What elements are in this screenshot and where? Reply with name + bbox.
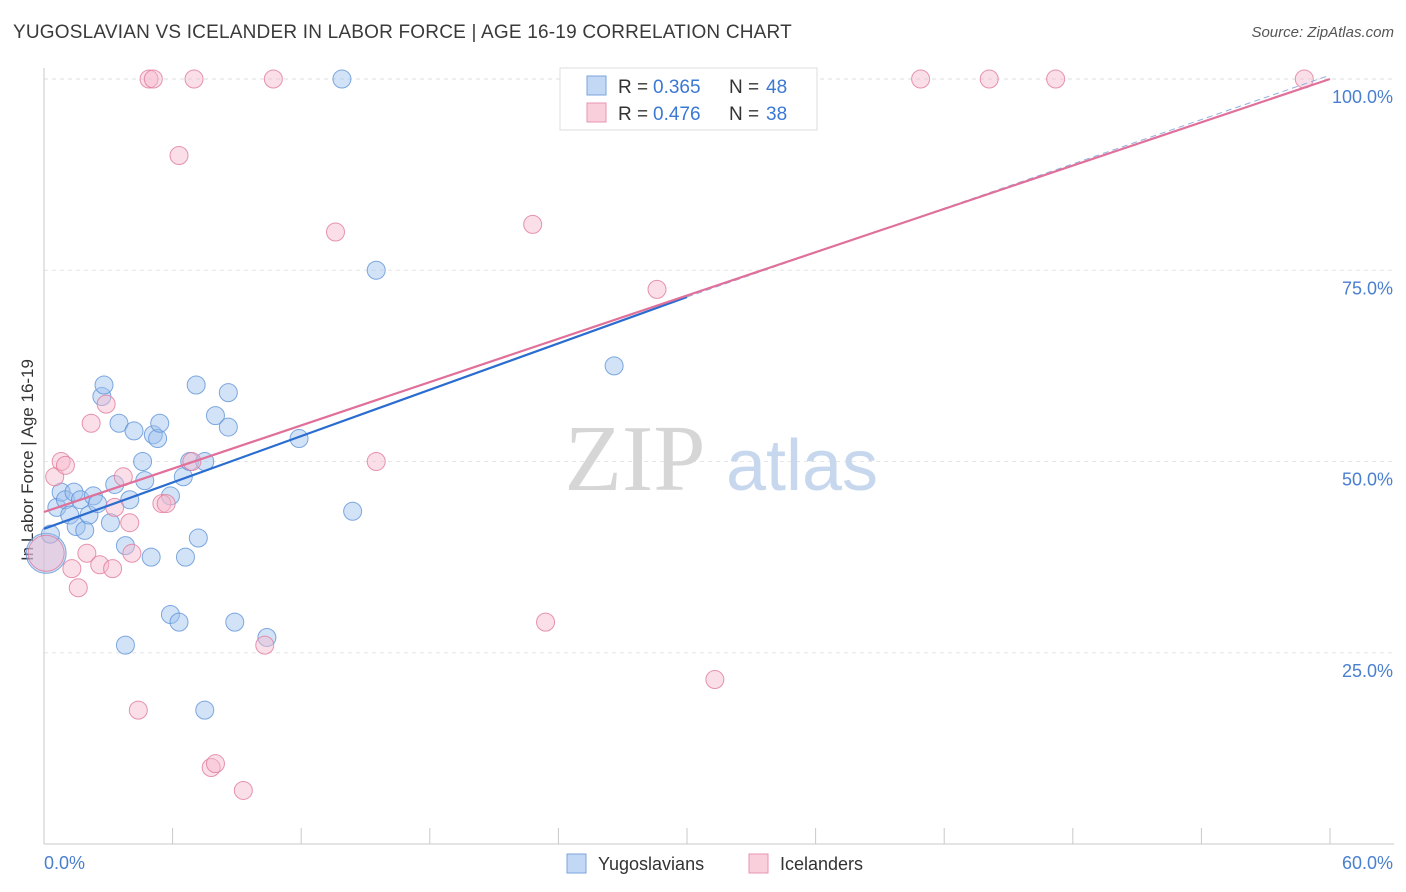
yugoslavian-point — [150, 413, 170, 433]
yugoslavian-point — [366, 260, 386, 280]
yugoslavian-point — [94, 375, 114, 395]
yugoslavian-point — [75, 520, 95, 540]
yugoslavians-trend-line — [43, 295, 688, 530]
yugoslavian-point — [141, 547, 161, 567]
yugoslavian-point — [195, 700, 215, 720]
yugoslavian-point — [343, 501, 363, 521]
yugoslavian-point — [186, 375, 206, 395]
watermark-atlas: atlas — [726, 426, 878, 506]
icelander-point — [103, 559, 123, 579]
yugoslavian-point — [40, 524, 60, 544]
chart-title: YUGOSLAVIAN VS ICELANDER IN LABOR FORCE … — [13, 22, 792, 43]
y-tick-label: 50.0% — [1342, 470, 1393, 490]
icelander-point — [523, 214, 543, 234]
yugoslavian-point — [332, 69, 352, 89]
icelander-point — [325, 222, 345, 242]
yugoslavian-point — [257, 627, 277, 647]
yugoslavian-point — [289, 429, 309, 449]
legend-r-value-2: 0.476 — [653, 104, 701, 125]
icelander-point — [366, 452, 386, 471]
icelander-point — [128, 700, 148, 720]
icelander-point — [263, 69, 283, 89]
icelander-point — [205, 754, 225, 774]
icelander-point — [233, 780, 253, 800]
icelander-point — [705, 670, 725, 690]
icelander-point — [90, 555, 110, 575]
icelander-point — [647, 279, 667, 299]
yugoslavian-point — [148, 429, 168, 449]
y-tick-label: 75.0% — [1342, 278, 1393, 298]
icelander-point — [139, 69, 159, 89]
icelander-point — [68, 578, 88, 598]
yugoslavian-point — [25, 532, 67, 574]
icelander-point — [1046, 69, 1066, 89]
icelander-point — [122, 543, 142, 563]
yugoslavian-point — [175, 547, 195, 567]
icelander-point — [55, 455, 75, 475]
icelander-point — [96, 394, 116, 414]
gridlines — [44, 78, 1394, 654]
icelander-point — [143, 69, 163, 89]
y-tick-label: 25.0% — [1342, 661, 1393, 681]
legend-n-value-2: 38 — [766, 104, 787, 125]
yugoslavian-point — [225, 612, 245, 632]
icelanders-trend-line — [43, 77, 1331, 514]
trend-lines — [43, 74, 1331, 530]
yugoslavian-point — [218, 417, 238, 437]
icelander-point — [77, 543, 97, 563]
yugoslavian-point — [169, 612, 189, 632]
yugoslavian-point — [218, 383, 238, 403]
x-tick-label: 0.0% — [44, 853, 85, 873]
icelanders-points — [27, 69, 1314, 800]
icelander-point — [120, 513, 140, 533]
legend-n-label-2: N = — [729, 104, 759, 125]
legend-swatch-blue — [586, 75, 607, 96]
yugoslavian-point — [188, 528, 208, 548]
yugoslavian-point — [124, 421, 144, 441]
legend-r-value-1: 0.365 — [653, 77, 701, 98]
icelander-point — [156, 494, 176, 514]
yugoslavian-point — [133, 452, 153, 471]
legend-swatch-pink — [586, 102, 607, 123]
yugoslavian-point — [109, 413, 129, 433]
y-tick-label: 100.0% — [1332, 87, 1393, 107]
stats-legend: R = 0.365 N = 48 R = 0.476 N = 38 — [559, 67, 818, 131]
icelander-point — [81, 413, 101, 433]
legend-n-label-1: N = — [729, 77, 759, 98]
watermark: ZIP atlas — [565, 407, 879, 511]
axes — [43, 68, 1394, 845]
yugoslavians-points — [25, 69, 624, 720]
series-legend: Yugoslavians Icelanders — [566, 853, 863, 874]
x-tick-label: 60.0% — [1342, 853, 1393, 873]
legend-r-label-1: R = — [618, 77, 648, 98]
bottom-legend-icelanders: Icelanders — [780, 854, 863, 874]
bottom-legend-swatch-blue — [566, 853, 587, 874]
icelander-point — [979, 69, 999, 89]
icelander-point — [27, 534, 65, 572]
icelander-point — [255, 635, 275, 655]
yugoslavian-point — [205, 406, 225, 426]
yugoslavian-point — [604, 356, 624, 376]
bottom-legend-swatch-pink — [748, 853, 769, 874]
icelander-point — [152, 494, 172, 514]
icelander-point — [169, 146, 189, 165]
icelander-point — [184, 69, 204, 89]
yugoslavian-point — [115, 536, 135, 556]
yugoslavian-point — [60, 505, 80, 525]
icelander-point — [536, 612, 556, 632]
yugoslavian-point — [115, 635, 135, 655]
legend-n-value-1: 48 — [766, 77, 787, 98]
icelander-point — [62, 559, 82, 579]
icelander-point — [911, 69, 931, 89]
yugoslavian-point — [100, 513, 120, 533]
watermark-zip: ZIP — [565, 407, 706, 511]
bottom-legend-yugoslavians: Yugoslavians — [598, 854, 704, 874]
tick-labels: 25.0% 50.0% 75.0% 100.0% 0.0% 60.0% — [44, 87, 1393, 873]
source-label: Source: ZipAtlas.com — [1251, 24, 1394, 41]
legend-r-label-2: R = — [618, 104, 648, 125]
